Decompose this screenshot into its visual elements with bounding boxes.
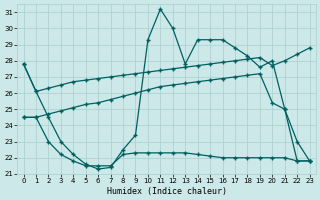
X-axis label: Humidex (Indice chaleur): Humidex (Indice chaleur) [107, 187, 227, 196]
